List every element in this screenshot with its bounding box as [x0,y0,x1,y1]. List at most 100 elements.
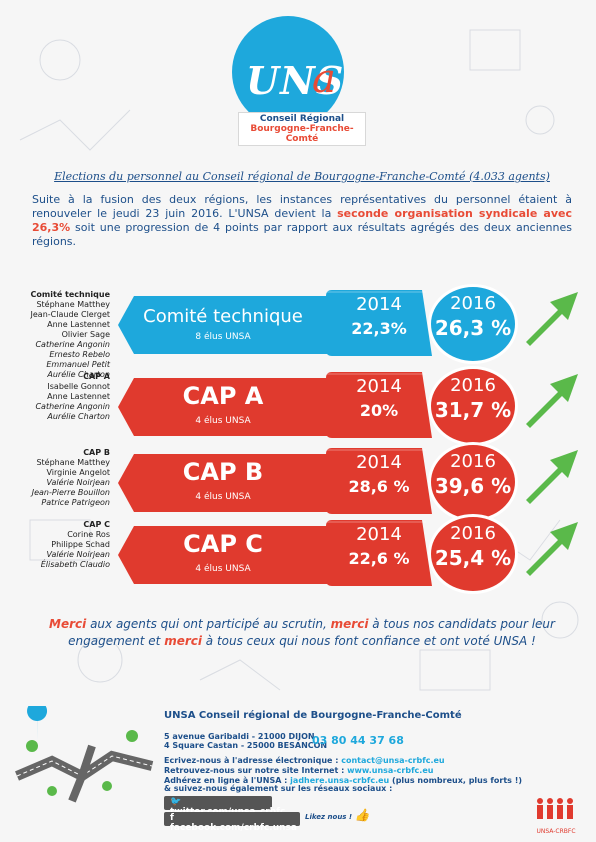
banner-shape [118,378,338,436]
road-map-illustration [15,706,154,803]
logo-word: UNS [246,58,345,103]
twitter-link[interactable]: 🐦 twitter.com/unsa_crbfc [164,796,285,817]
facebook-icon: f [170,813,174,823]
candidate-name-substitute: Aurélie Charton [47,412,110,421]
candidate-name: Virginie Angelot [46,468,110,477]
candidates-list: CAP A Isabelle Gonnot Anne Lastennet Cather… [10,372,110,422]
intro-title: Elections du personnel au Conseil région… [54,170,550,183]
footer-address: 5 avenue Garibaldi - 21000 DIJON 4 Squar… [164,732,327,750]
arrow-up-icon [526,522,578,576]
join-label: Adhérez en ligne à l'UNSA : [164,776,291,785]
elus-count: 4 élus UNSA [195,564,251,574]
candidate-name: Corine Ros [67,530,110,539]
arrow-up-icon [526,374,578,428]
people-icon [537,798,573,819]
result-row: Comité technique Stéphane Matthey Jean-Cla… [0,284,596,379]
logo-sub-line2: Bourgogne-Franche-Comté [250,124,354,144]
elus-count: 4 élus UNSA [195,492,251,502]
candidates-list: CAP C Corine Ros Philippe Schad Valérie Noi… [10,520,110,570]
unsa-crbfc-mini-logo: UNSA-CRBFC [534,796,578,836]
instance-title: CAP C [183,530,263,558]
box-2014-shape [326,372,432,438]
candidate-name-substitute: Patrice Patrigeon [41,498,110,507]
intro-paragraph: Suite à la fusion des deux régions, les … [32,193,572,249]
arrow-up-icon [526,292,578,346]
thanks-text-3: à tous ceux qui nous font confiance et o… [201,634,536,648]
thanks-text-1: aux agents qui ont participé au scrutin, [86,617,331,631]
banner: CAP B 4 élus UNSA [118,454,338,512]
box-2014-shape [326,520,432,586]
site-label: Retrouvez-nous sur notre site Internet : [164,766,348,775]
names-header: CAP C [83,520,110,529]
join-note: (plus nombreux, plus forts !) [389,776,523,785]
join-link[interactable]: jadhere.unsa-crbfc.eu [290,776,390,785]
arrow-up-icon [526,450,578,504]
thanks-text-2: à tous nos candidats pour leur engagemen… [68,617,555,648]
candidate-name-substitute: Catherine Angonin [35,340,110,349]
email-link[interactable]: contact@unsa-crbfc.eu [341,756,445,765]
candidate-name: Jean-Claude Clerget [30,310,110,319]
percent-2016: 39,6 % [434,474,512,498]
social-label: & suivez-nous également sur les réseaux … [164,784,393,793]
year-2014: 2014 [356,524,402,545]
candidate-name-substitute: Ernesto Rebelo [49,350,110,359]
names-header: CAP B [83,448,110,457]
year-2016: 2016 [450,293,496,314]
like-us-text: Likez nous ! [305,813,353,821]
circle-2016: 2016 26,3 % [428,284,518,364]
circle-2016: 2016 31,7 % [428,366,518,446]
candidate-name: Anne Lastennet [47,320,110,329]
percent-2014: 20% [359,401,399,420]
box-2014-shape [326,448,432,514]
result-row: CAP A Isabelle Gonnot Anne Lastennet Cather… [0,366,596,446]
candidate-name-substitute: Valérie Noirjean [46,478,111,487]
box-2014: 2014 20% [326,372,432,438]
names-header: Comité technique [30,290,110,299]
elus-count: 8 élus UNSA [195,332,251,342]
facebook-url: facebook.com/crbfc.unsa [170,823,297,833]
footer-title: UNSA Conseil régional de Bourgogne-Franc… [164,710,462,721]
percent-2016: 26,3 % [434,316,512,340]
footer-phone[interactable]: 03 80 44 37 68 [312,734,404,747]
thumbs-up-icon: 👍 [354,808,370,822]
candidate-name: Anne Lastennet [47,392,110,401]
candidate-name: Philippe Schad [51,540,110,549]
candidate-name-substitute: Emmanuel Petit [46,360,110,369]
banner: CAP A 4 élus UNSA [118,378,338,436]
candidate-name-substitute: Aurélie Charton [47,370,110,379]
candidate-name-substitute: Élisabeth Claudio [40,560,110,569]
twitter-icon: 🐦 [170,797,182,807]
mini-logo-label: UNSA-CRBFC [536,828,576,835]
footer-contacts: Ecrivez-nous à l'adresse électronique : … [164,756,522,786]
box-2014: 2014 22,3% [326,290,432,356]
candidate-name-substitute: Catherine Angonin [35,402,110,411]
percent-2016: 31,7 % [434,398,512,422]
candidate-name: Isabelle Gonnot [47,382,110,391]
year-2016: 2016 [450,523,496,544]
candidates-list: CAP B Stéphane Matthey Virginie Angelot Val… [10,448,110,508]
banner-shape [118,454,338,512]
result-row: CAP B Stéphane Matthey Virginie Angelot Val… [0,442,596,522]
percent-2014: 28,6 % [348,477,410,496]
year-2014: 2014 [356,294,402,315]
instance-title: Comité technique [143,306,303,327]
intro-highlight: seconde organisation syndicale avec 26,3… [32,207,573,234]
merci-2: merci [330,617,369,631]
facebook-link[interactable]: f facebook.com/crbfc.unsa [164,812,300,833]
elus-count: 4 élus UNSA [195,416,251,426]
unsa-logo: UNS a Conseil Régional Bourgogne-Franche… [228,12,368,146]
percent-2014: 22,3% [351,319,407,338]
merci-1: Merci [49,617,87,631]
candidate-name-substitute: Valérie Noirjean [46,550,111,559]
box-2014: 2014 28,6 % [326,448,432,514]
percent-2016: 25,4 % [434,546,512,570]
footer-address-dijon: 5 avenue Garibaldi - 21000 DIJON [164,732,315,741]
footer-address-besancon: 4 Square Castan - 25000 BESANCON [164,741,328,750]
candidate-name: Olivier Sage [61,330,110,339]
site-link[interactable]: www.unsa-crbfc.eu [347,766,434,775]
intro-text-before: Suite à la fusion des deux régions, les … [32,193,572,220]
banner-shape [118,296,338,354]
year-2014: 2014 [356,376,402,397]
year-2016: 2016 [450,375,496,396]
candidates-list: Comité technique Stéphane Matthey Jean-Cla… [10,290,110,380]
